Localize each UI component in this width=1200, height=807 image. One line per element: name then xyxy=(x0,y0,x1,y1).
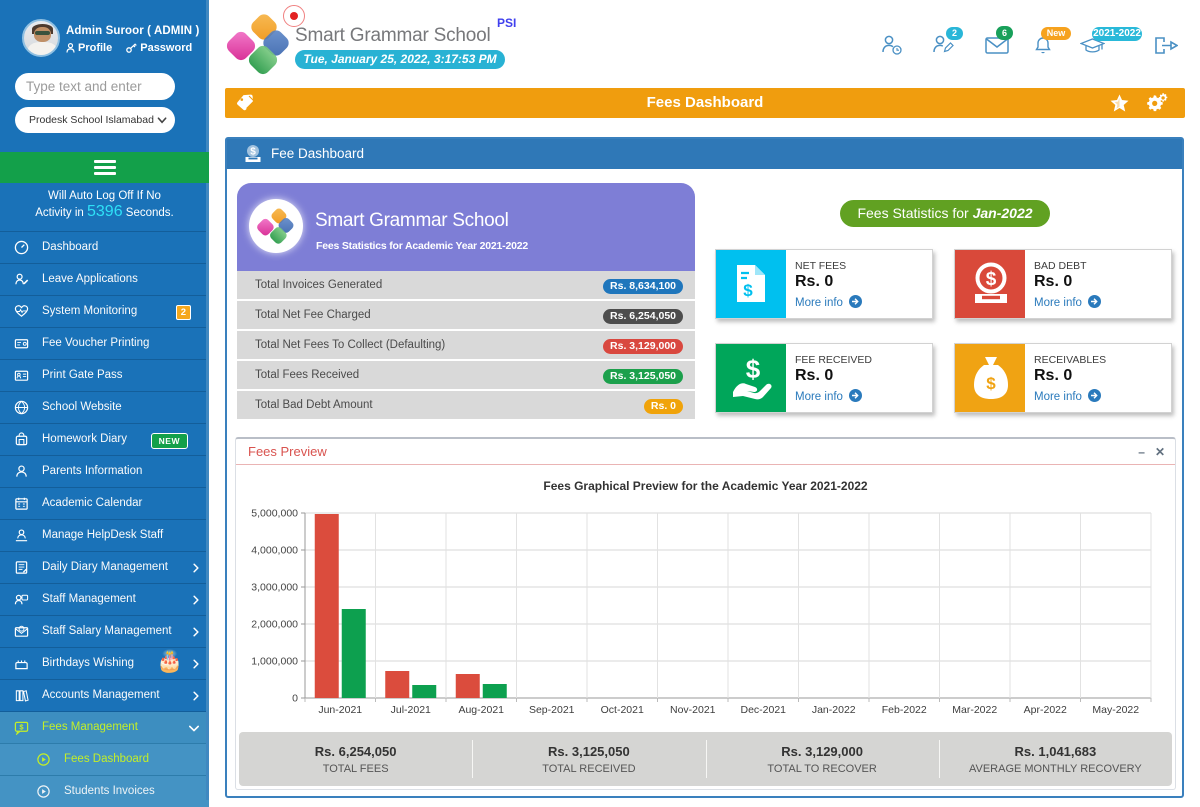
svg-text:$: $ xyxy=(986,269,997,290)
svg-text:Sep-2021: Sep-2021 xyxy=(529,704,575,716)
svg-text:2,000,000: 2,000,000 xyxy=(251,619,298,631)
svg-text:$: $ xyxy=(746,356,761,384)
svg-text:Aug-2021: Aug-2021 xyxy=(458,704,504,716)
svg-text:$: $ xyxy=(250,147,256,158)
svg-text:Apr-2022: Apr-2022 xyxy=(1024,704,1067,716)
svg-text:$: $ xyxy=(986,374,996,393)
svg-text:Dec-2021: Dec-2021 xyxy=(740,704,786,716)
svg-text:Nov-2021: Nov-2021 xyxy=(670,704,716,716)
svg-text:May-2022: May-2022 xyxy=(1092,704,1139,716)
svg-text:Oct-2021: Oct-2021 xyxy=(601,704,644,716)
svg-text:Feb-2022: Feb-2022 xyxy=(882,704,927,716)
svg-text:$: $ xyxy=(743,281,753,300)
svg-text:Jun-2021: Jun-2021 xyxy=(318,704,362,716)
svg-text:5,000,000: 5,000,000 xyxy=(251,508,298,520)
svg-text:1,000,000: 1,000,000 xyxy=(251,656,298,668)
svg-text:4,000,000: 4,000,000 xyxy=(251,545,298,557)
svg-text:Jul-2021: Jul-2021 xyxy=(391,704,431,716)
svg-text:Mar-2022: Mar-2022 xyxy=(952,704,997,716)
svg-text:Jan-2022: Jan-2022 xyxy=(812,704,856,716)
svg-text:0: 0 xyxy=(292,693,298,705)
svg-text:$: $ xyxy=(19,722,24,731)
svg-text:3,000,000: 3,000,000 xyxy=(251,582,298,594)
